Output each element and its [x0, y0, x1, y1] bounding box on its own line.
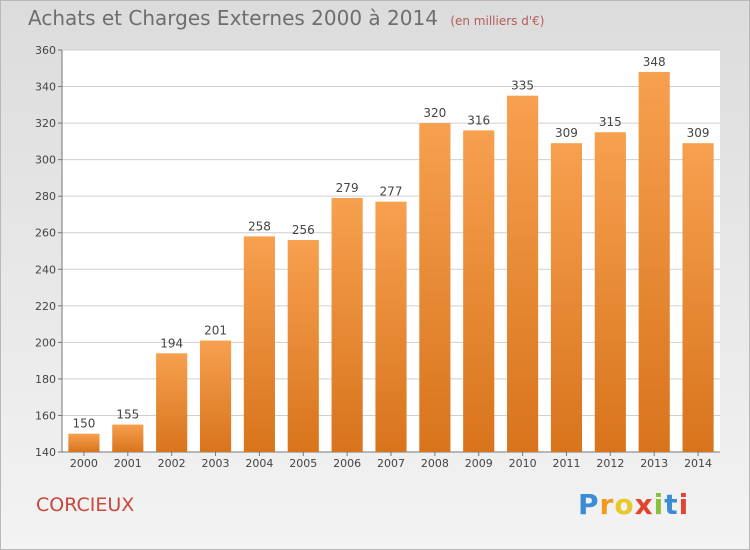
bar — [594, 132, 626, 452]
x-tick-label: 2001 — [114, 457, 142, 470]
y-tick-label: 160 — [35, 409, 56, 422]
bar — [199, 340, 232, 452]
logo-letter: r — [599, 488, 615, 521]
logo-letter: t — [664, 488, 679, 521]
bar — [243, 236, 275, 452]
y-tick-label: 240 — [35, 263, 56, 276]
bar-value-label: 150 — [72, 417, 95, 431]
bar-value-label: 309 — [687, 126, 710, 140]
bar-value-label: 316 — [467, 113, 490, 127]
proxiti-logo: Proxiti — [578, 488, 689, 521]
bar-value-label: 194 — [160, 336, 183, 350]
bar — [112, 424, 144, 452]
y-tick-label: 260 — [35, 227, 56, 240]
x-tick-label: 2007 — [377, 457, 405, 470]
bar-value-label: 256 — [292, 223, 315, 237]
bar — [507, 95, 539, 452]
bar-value-label: 155 — [116, 408, 139, 422]
y-tick-label: 360 — [35, 44, 56, 57]
bar-value-label: 348 — [643, 55, 666, 69]
x-tick-label: 2002 — [158, 457, 186, 470]
y-tick-label: 340 — [35, 81, 56, 94]
logo-letter: i — [678, 488, 690, 521]
logo-letter: o — [614, 488, 635, 521]
bar — [682, 143, 714, 452]
bar — [375, 201, 407, 452]
logo-letter: i — [653, 488, 665, 521]
bar — [156, 353, 188, 452]
bar-value-label: 335 — [511, 79, 534, 93]
bar — [68, 433, 100, 452]
bar-value-label: 201 — [204, 324, 227, 338]
commune-name: CORCIEUX — [36, 494, 135, 516]
x-tick-label: 2008 — [421, 457, 449, 470]
chart-subtitle: (en milliers d'€) — [450, 14, 545, 28]
x-tick-label: 2005 — [289, 457, 317, 470]
bar-value-label: 258 — [248, 219, 271, 233]
y-tick-label: 320 — [35, 117, 56, 130]
y-tick-label: 180 — [35, 373, 56, 386]
x-tick-label: 2009 — [465, 457, 493, 470]
logo-letter: P — [578, 488, 600, 521]
bar-value-label: 320 — [423, 106, 446, 120]
y-tick-label: 200 — [35, 336, 56, 349]
x-tick-label: 2013 — [640, 457, 668, 470]
y-tick-label: 300 — [35, 154, 56, 167]
chart-title-text: Achats et Charges Externes 2000 à 2014 — [28, 6, 438, 30]
y-tick-label: 280 — [35, 190, 56, 203]
y-tick-label: 140 — [35, 446, 56, 459]
x-tick-label: 2012 — [596, 457, 624, 470]
x-tick-label: 2014 — [684, 457, 712, 470]
x-tick-label: 2000 — [70, 457, 98, 470]
chart-title: Achats et Charges Externes 2000 à 2014 (… — [28, 6, 544, 30]
bar — [287, 240, 319, 452]
bar-value-label: 309 — [555, 126, 578, 140]
bar — [550, 143, 583, 452]
y-tick-label: 220 — [35, 300, 56, 313]
logo-letter: x — [634, 488, 654, 521]
x-tick-label: 2010 — [509, 457, 537, 470]
bar — [331, 198, 363, 452]
bar-value-label: 279 — [336, 181, 359, 195]
x-tick-label: 2011 — [552, 457, 580, 470]
bar-value-label: 277 — [380, 185, 403, 199]
x-tick-label: 2003 — [202, 457, 230, 470]
bar — [463, 130, 495, 452]
x-tick-label: 2004 — [245, 457, 273, 470]
bar — [419, 123, 451, 452]
bar-value-label: 315 — [599, 115, 622, 129]
bar — [638, 71, 670, 452]
x-tick-label: 2006 — [333, 457, 361, 470]
